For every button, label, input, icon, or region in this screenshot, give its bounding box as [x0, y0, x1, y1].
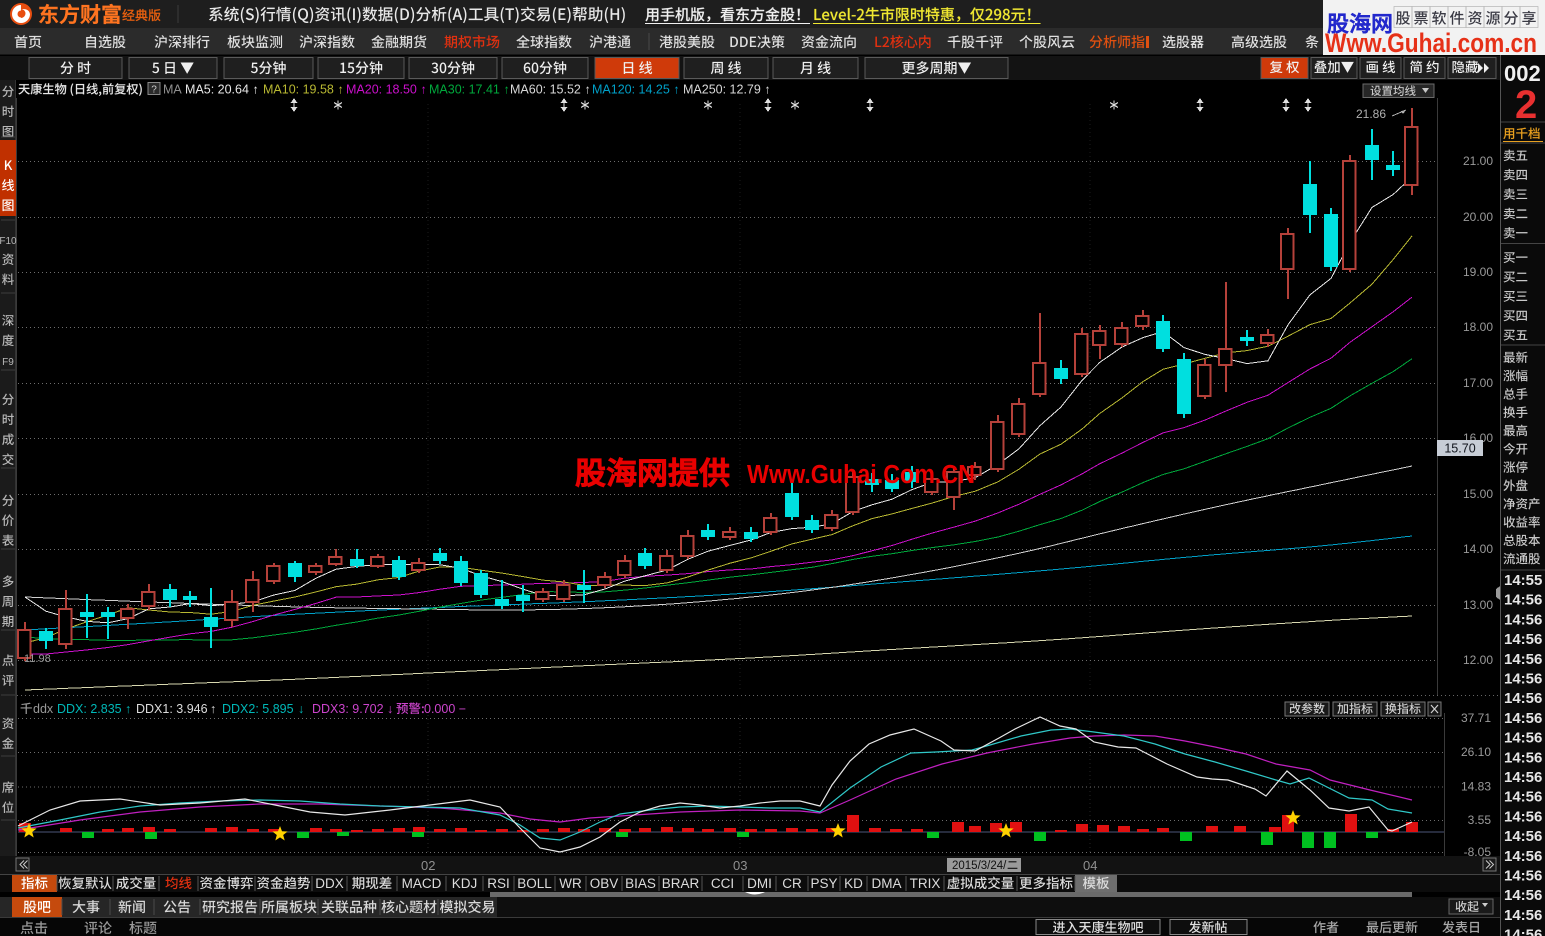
svg-text:14:56: 14:56	[1504, 730, 1542, 747]
svg-text:BOLL: BOLL	[517, 876, 552, 891]
svg-text:21.86: 21.86	[1356, 107, 1386, 121]
svg-text:Www.Guhai.Com.CN: Www.Guhai.Com.CN	[747, 461, 975, 489]
svg-text:KDJ: KDJ	[452, 876, 478, 891]
svg-text:-8.05: -8.05	[1464, 845, 1492, 856]
svg-text:37.71: 37.71	[1461, 711, 1491, 725]
svg-text:CR: CR	[782, 876, 802, 891]
svg-text:3.55: 3.55	[1468, 813, 1492, 827]
svg-text:MA120: 14.25 ↑: MA120: 14.25 ↑	[592, 83, 680, 97]
svg-text:DMI: DMI	[747, 876, 772, 891]
svg-text:13.00: 13.00	[1463, 598, 1493, 612]
svg-text:MA: MA	[163, 83, 182, 97]
svg-text:14:56: 14:56	[1504, 887, 1542, 904]
svg-text:OBV: OBV	[590, 876, 619, 891]
svg-text:18.00: 18.00	[1463, 320, 1493, 334]
svg-text:Www.Guhai.com.cn: Www.Guhai.com.cn	[1325, 28, 1537, 58]
svg-text:20.00: 20.00	[1463, 210, 1493, 224]
svg-text:DDX: 2.835: DDX: 2.835	[57, 702, 122, 716]
svg-text:14:56: 14:56	[1504, 651, 1542, 668]
svg-text:F10: F10	[0, 236, 17, 247]
svg-text:DDX: DDX	[315, 876, 344, 891]
svg-text:14:56: 14:56	[1504, 749, 1542, 766]
svg-text:PSY: PSY	[810, 876, 837, 891]
svg-text:F9: F9	[2, 357, 14, 368]
svg-text:17.00: 17.00	[1463, 376, 1493, 390]
svg-text:14:56: 14:56	[1504, 631, 1542, 648]
svg-text:BIAS: BIAS	[625, 876, 656, 891]
svg-text:WR: WR	[559, 876, 582, 891]
svg-text:DDX1: 3.946: DDX1: 3.946	[136, 702, 208, 716]
svg-text:2: 2	[1515, 83, 1537, 127]
svg-text:↓: ↓	[298, 702, 304, 716]
svg-text:14:56: 14:56	[1504, 789, 1542, 806]
svg-text:14:56: 14:56	[1504, 808, 1542, 825]
svg-text:↓: ↓	[387, 702, 393, 716]
svg-text:19.00: 19.00	[1463, 265, 1493, 279]
svg-text:BRAR: BRAR	[662, 876, 700, 891]
svg-text:MA10: 19.58 ↑: MA10: 19.58 ↑	[263, 83, 344, 97]
svg-text:12.00: 12.00	[1463, 653, 1493, 667]
svg-text:MA5: 20.64 ↑: MA5: 20.64 ↑	[185, 83, 259, 97]
svg-text:CCI: CCI	[711, 876, 734, 891]
svg-text:MA20: 18.50 ↑: MA20: 18.50 ↑	[346, 83, 427, 97]
svg-text:2015/3/24/: 2015/3/24/	[952, 860, 1007, 872]
svg-text:15.00: 15.00	[1463, 487, 1493, 501]
svg-text:0.000 −: 0.000 −	[424, 702, 466, 716]
svg-text:14:56: 14:56	[1504, 868, 1542, 885]
svg-text:↑: ↑	[210, 702, 216, 716]
svg-text:KD: KD	[844, 876, 863, 891]
svg-text:14.83: 14.83	[1461, 780, 1491, 794]
svg-text:?: ?	[151, 85, 157, 96]
svg-text:DMA: DMA	[872, 876, 902, 891]
svg-text:MA250: 12.79 ↑: MA250: 12.79 ↑	[683, 83, 771, 97]
svg-text:15.70: 15.70	[1444, 442, 1475, 456]
svg-text:14:56: 14:56	[1504, 710, 1542, 727]
svg-text:14:56: 14:56	[1504, 848, 1542, 865]
svg-text:21.00: 21.00	[1463, 154, 1493, 168]
svg-text:↑: ↑	[125, 702, 131, 716]
svg-text:14:56: 14:56	[1504, 828, 1542, 845]
svg-text:DDX3: 9.702: DDX3: 9.702	[312, 702, 384, 716]
svg-text:MA30: 17.41 ↑: MA30: 17.41 ↑	[429, 83, 510, 97]
svg-text:MA60: 15.52 ↑: MA60: 15.52 ↑	[510, 83, 591, 97]
svg-text:002: 002	[1504, 61, 1541, 86]
svg-text:ddx: ddx	[33, 702, 54, 716]
svg-text:14:56: 14:56	[1504, 927, 1542, 936]
svg-text:03: 03	[733, 858, 747, 873]
svg-text:DDX2: 5.895: DDX2: 5.895	[222, 702, 294, 716]
svg-text:14:55: 14:55	[1504, 572, 1542, 589]
svg-text:14:56: 14:56	[1504, 769, 1542, 786]
svg-text:14:56: 14:56	[1504, 671, 1542, 688]
svg-text:11.98: 11.98	[24, 653, 51, 665]
svg-text:RSI: RSI	[487, 876, 510, 891]
svg-text:14:56: 14:56	[1504, 592, 1542, 609]
svg-text:14:56: 14:56	[1504, 690, 1542, 707]
svg-text:26.10: 26.10	[1461, 745, 1491, 759]
svg-text:04: 04	[1083, 858, 1097, 873]
svg-text:MACD: MACD	[402, 876, 442, 891]
svg-text:14.00: 14.00	[1463, 542, 1493, 556]
svg-text:02: 02	[421, 858, 435, 873]
svg-text:14:56: 14:56	[1504, 611, 1542, 628]
svg-text:14:56: 14:56	[1504, 907, 1542, 924]
svg-text:TRIX: TRIX	[910, 876, 941, 891]
